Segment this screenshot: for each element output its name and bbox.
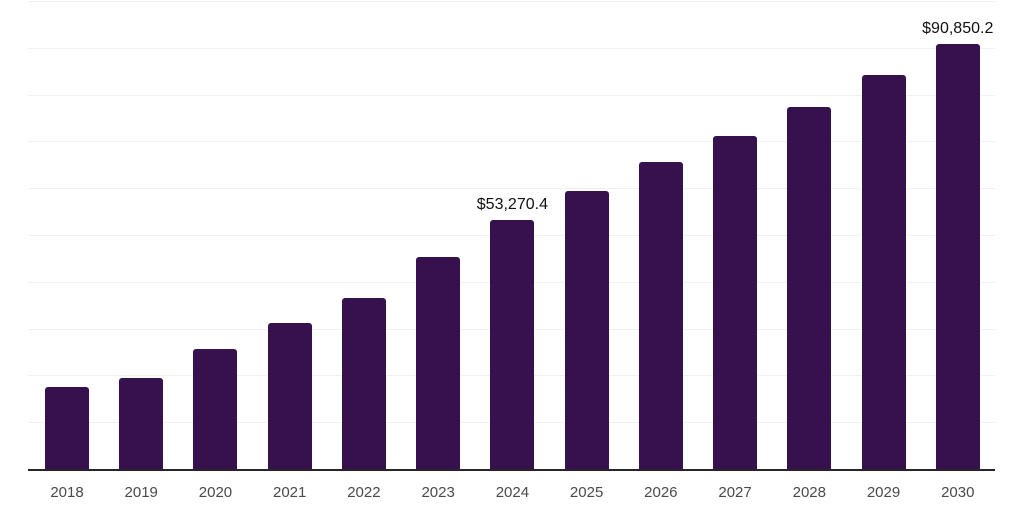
x-tick-2026: 2026 bbox=[644, 484, 678, 501]
x-tick-2019: 2019 bbox=[124, 484, 158, 501]
gridline-60000 bbox=[28, 188, 995, 190]
gridline-100000 bbox=[28, 1, 995, 2]
gridline-80000 bbox=[28, 94, 995, 96]
data-label-2024: $53,270.4 bbox=[476, 195, 548, 213]
bar-2028 bbox=[787, 107, 832, 469]
x-tick-2024: 2024 bbox=[495, 484, 530, 501]
plot-area bbox=[28, 0, 995, 469]
x-tick-2025: 2025 bbox=[569, 484, 604, 501]
x-tick-2020: 2020 bbox=[198, 484, 233, 501]
x-tick-2030: 2030 bbox=[941, 484, 975, 501]
bar-2018 bbox=[45, 387, 89, 469]
x-tick-2028: 2028 bbox=[792, 484, 826, 501]
x-tick-2029: 2029 bbox=[866, 484, 901, 501]
bar-2020 bbox=[193, 348, 238, 469]
x-tick-2022: 2022 bbox=[347, 484, 381, 501]
bar-2019 bbox=[119, 377, 164, 469]
bar-2030 bbox=[935, 43, 980, 469]
gridline-90000 bbox=[28, 47, 995, 49]
x-tick-2018: 2018 bbox=[50, 484, 84, 501]
bar-2027 bbox=[713, 135, 758, 469]
bar-2023 bbox=[416, 256, 461, 469]
bar-2024 bbox=[490, 219, 535, 469]
x-tick-2027: 2027 bbox=[718, 484, 752, 501]
bar-2025 bbox=[564, 191, 609, 469]
bar-2022 bbox=[341, 298, 386, 469]
x-axis-line bbox=[28, 469, 995, 471]
bar-2021 bbox=[267, 323, 312, 469]
data-label-2030: $90,850.2 bbox=[922, 19, 994, 37]
gridline-70000 bbox=[28, 141, 995, 143]
bar-2029 bbox=[861, 74, 906, 469]
x-tick-2021: 2021 bbox=[273, 484, 307, 501]
bar-2026 bbox=[638, 161, 683, 469]
x-tick-2023: 2023 bbox=[421, 484, 455, 501]
